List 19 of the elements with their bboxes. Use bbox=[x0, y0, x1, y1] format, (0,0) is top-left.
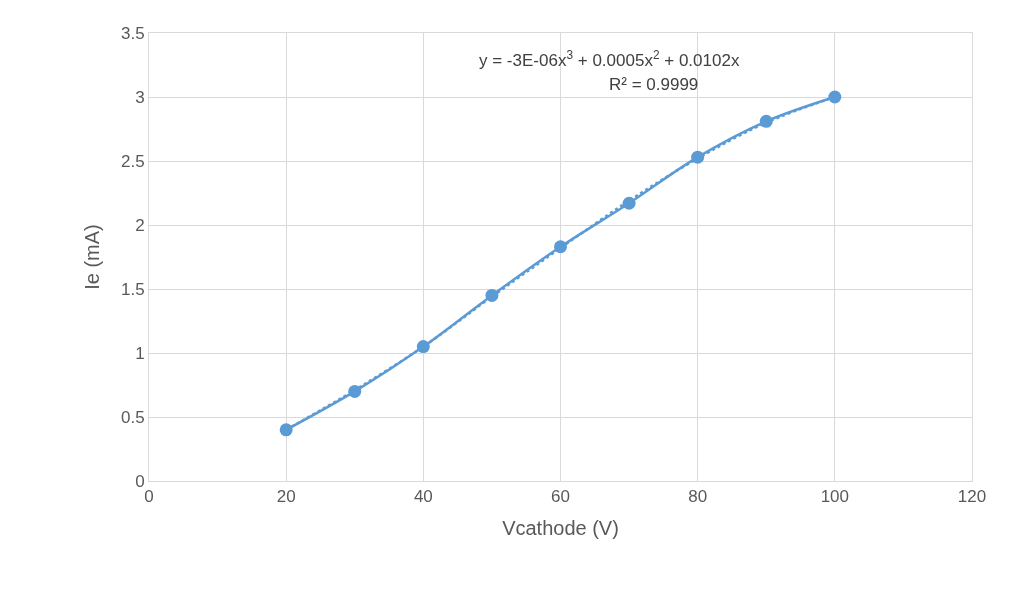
x-tick-label: 100 bbox=[820, 487, 850, 507]
x-tick-label: 120 bbox=[957, 487, 987, 507]
y-tick-label: 2.5 bbox=[120, 151, 145, 171]
y-tick-label: 3.5 bbox=[120, 23, 145, 43]
annotation: R² = 0.9999 bbox=[609, 75, 699, 94]
x-axis-title: Vcathode (V) bbox=[502, 516, 619, 539]
x-tick-label: 40 bbox=[413, 487, 433, 507]
y-tick-label: 0 bbox=[135, 471, 145, 491]
x-tick-label: 20 bbox=[276, 487, 296, 507]
annotation: y = -3E-06x$^{3}$ + 0.0005x$^{2}$ + 0.0102x bbox=[479, 48, 740, 71]
y-tick-label: 1.5 bbox=[120, 279, 145, 299]
y-tick-label: 0.5 bbox=[120, 407, 145, 427]
x-tick-label: 60 bbox=[551, 487, 570, 507]
x-tick-label: 80 bbox=[688, 487, 708, 507]
y-tick-label: 2 bbox=[135, 215, 145, 235]
y-axis-title: Ie (mA) bbox=[81, 224, 104, 290]
y-tick-label: 3 bbox=[135, 87, 145, 107]
point bbox=[279, 423, 293, 437]
y-tick-label: 1 bbox=[135, 343, 145, 363]
